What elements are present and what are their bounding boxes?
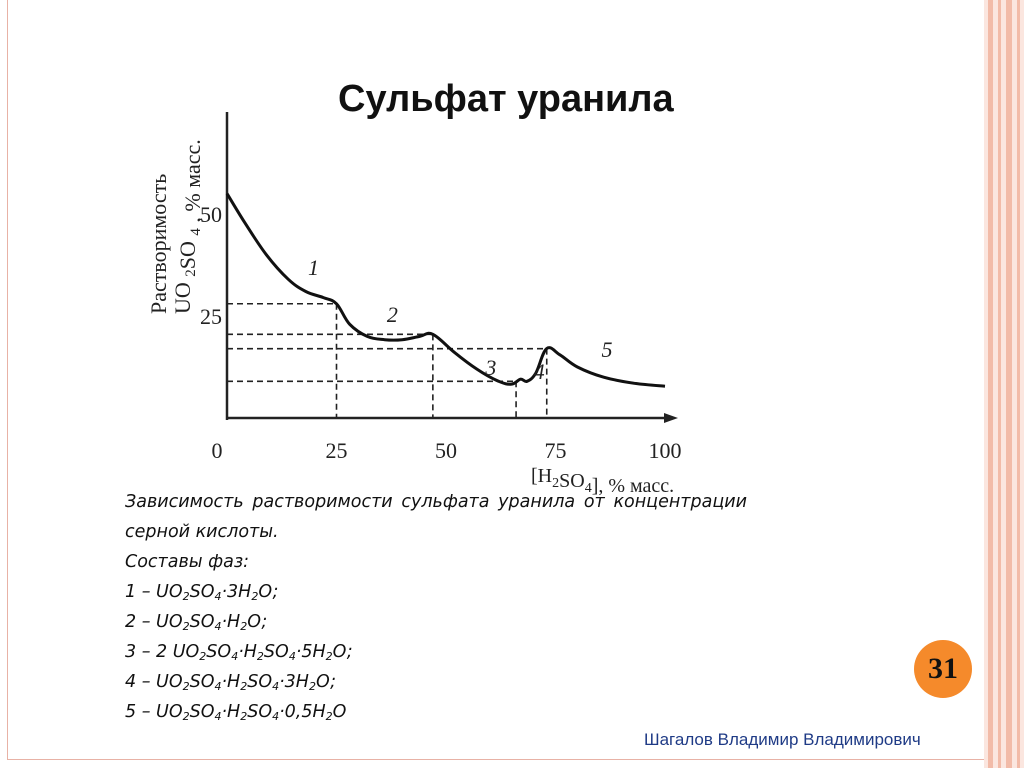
- y-tick-labels: 25 50: [200, 202, 222, 329]
- phases-heading: Составы фаз:: [125, 552, 250, 572]
- y-tick-label: 25: [200, 304, 222, 329]
- x-axis-label: [H2SO4], % масс.: [531, 465, 674, 497]
- guide-lines: [227, 302, 548, 418]
- phase-item: 3 – 2 UO2SO4·H2SO4·5H2O;: [125, 642, 353, 663]
- segment-label: 2: [387, 302, 398, 327]
- phase-item: 1 – UO2SO4·3H2O;: [125, 582, 279, 603]
- phase-item: 5 – UO2SO4·H2SO4·0,5H2O: [125, 702, 347, 723]
- x-tick-label: 75: [545, 438, 567, 463]
- segment-label: 5: [601, 337, 612, 362]
- author-name: Шагалов Владимир Владимирович: [644, 730, 921, 749]
- segment-label: 1: [308, 255, 319, 280]
- x-tick-label: 0: [212, 438, 223, 463]
- solubility-curve: [225, 192, 666, 388]
- slide-title: Сульфат уранила: [338, 78, 674, 120]
- decorative-stripes: [984, 0, 1024, 768]
- x-tick-label: 100: [649, 438, 682, 463]
- x-tick-label: 25: [326, 438, 348, 463]
- phase-item: 4 – UO2SO4·H2SO4·3H2O;: [125, 672, 336, 693]
- phase-item: 2 – UO2SO4·H2O;: [125, 612, 268, 633]
- caption-description: Зависимость растворимости сульфата урани…: [125, 492, 747, 542]
- page-number-badge: 31: [914, 640, 972, 698]
- y-axis-label-line2: UO 2SO 4 , % масс.: [170, 139, 205, 314]
- x-tick-label: 50: [435, 438, 457, 463]
- y-axis-label-line1: Растворимость: [146, 174, 171, 314]
- x-tick-labels: 0 25 50 75 100: [212, 438, 682, 463]
- segment-label: 3: [484, 355, 496, 380]
- y-tick-label: 50: [200, 202, 222, 227]
- figure-caption: Зависимость растворимости сульфата урани…: [125, 487, 747, 727]
- segment-labels: 1 2 3 4 5: [308, 255, 612, 384]
- segment-label: 4: [534, 359, 545, 384]
- phase-list: 1 – UO2SO4·3H2O; 2 – UO2SO4·H2O; 3 – 2 UO2…: [125, 577, 747, 727]
